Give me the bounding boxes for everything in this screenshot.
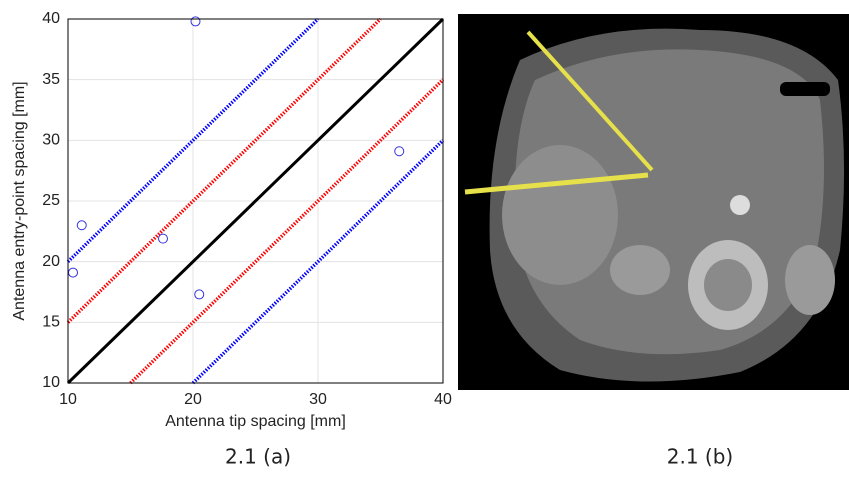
reference-line [66,17,445,385]
x-axis-label: Antenna tip spacing [mm] [165,413,346,430]
y-tick-label: 25 [42,192,60,209]
y-tick-label: 15 [42,314,60,331]
caption: 2.1 (a) [225,445,291,469]
point [76,220,87,231]
x-tick-label: 40 [434,391,452,408]
point [194,289,205,300]
y-tick-label: 40 [42,10,60,27]
reference-line [129,78,445,385]
reference-line [191,139,445,385]
point [190,16,201,27]
ct-image [458,14,849,390]
caption: 2.1 (b) [667,445,733,469]
plot: 10 20 30 40 10 15 20 25 30 35 40 Antenna tip spacin… [11,10,452,430]
reference-line [66,17,382,324]
y-axis-label: Antenna entry-point spacing [mm] [11,81,28,320]
axes-box [67,18,444,384]
y-tick-label: 30 [42,132,60,149]
point [158,233,168,244]
x-tick-label: 20 [184,391,202,408]
x-tick-label: 10 [59,391,77,408]
y-tick-label: 10 [42,374,60,391]
y-tick-label: 35 [42,71,60,88]
point [68,267,78,278]
y-tick-label: 20 [42,253,60,270]
reference-line [66,17,320,263]
point [394,146,405,157]
x-tick-label: 30 [309,391,327,408]
